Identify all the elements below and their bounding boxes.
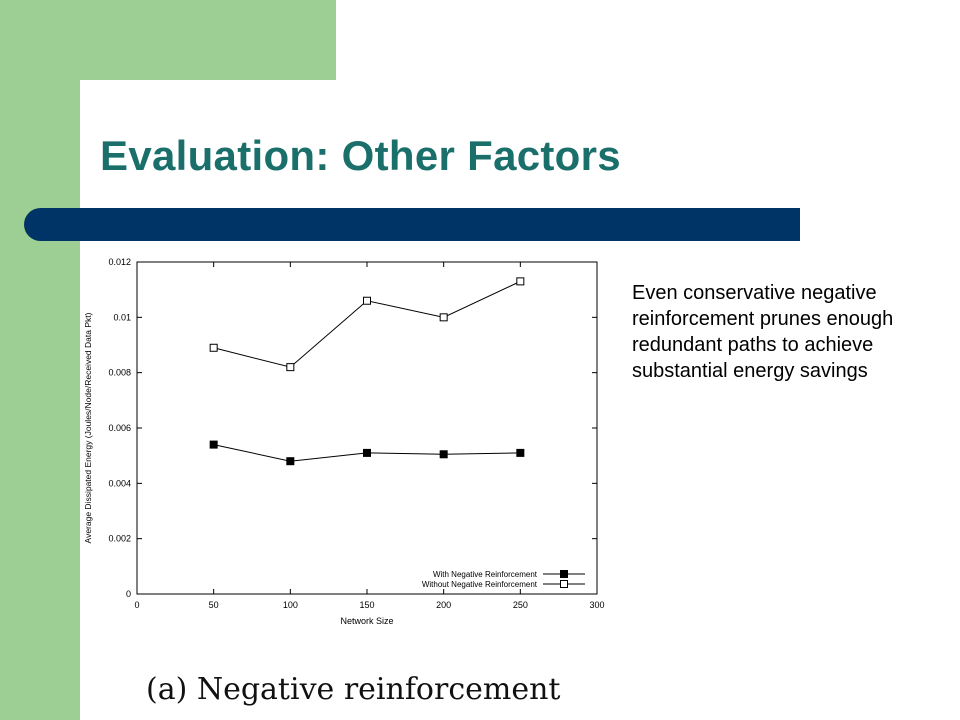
series-2-point xyxy=(439,313,448,322)
y-tick-label: 0.002 xyxy=(108,534,131,544)
figure-caption: (a) Negative reinforcement xyxy=(146,672,561,707)
content-panel xyxy=(80,80,960,720)
legend-marker xyxy=(560,580,568,588)
series-1-point xyxy=(286,457,295,466)
y-tick-label: 0.008 xyxy=(108,368,131,378)
x-tick-label: 250 xyxy=(513,600,528,610)
y-tick-label: 0.004 xyxy=(108,478,131,488)
x-tick-label: 50 xyxy=(209,600,219,610)
series-line-2 xyxy=(213,280,521,368)
x-tick-label: 0 xyxy=(134,600,139,610)
legend-label: With Negative Reinforcement xyxy=(433,570,538,579)
x-tick-label: 300 xyxy=(589,600,604,610)
series-2-point xyxy=(209,343,218,352)
title-underline-bar xyxy=(24,208,800,241)
series-2-point xyxy=(363,296,371,305)
green-sidebar-accent xyxy=(0,0,80,720)
x-tick-label: 150 xyxy=(359,600,374,610)
x-axis-label: Network Size xyxy=(340,616,393,626)
y-tick-label: 0.01 xyxy=(113,312,131,322)
slide-title: Evaluation: Other Factors xyxy=(100,132,621,179)
energy-line-chart: 0 50 100 150 200 250 300 0 0.002 0.004 0.006 0.008 0… xyxy=(83,257,605,626)
legend-marker xyxy=(560,570,568,578)
green-top-accent xyxy=(80,0,336,80)
series-2-point xyxy=(286,363,295,372)
series-1-point xyxy=(439,450,448,459)
series-2-point xyxy=(516,277,525,286)
slide-body-text: Even conservative negative reinforcement… xyxy=(632,282,894,382)
y-tick-label: 0 xyxy=(126,589,131,599)
legend-label: Without Negative Reinforcement xyxy=(422,580,538,589)
y-tick-label: 0.006 xyxy=(108,423,131,433)
series-1-point xyxy=(516,448,525,457)
x-tick-label: 100 xyxy=(283,600,298,610)
y-axis-label: Average Dissipated Energy (Joules/Node/R… xyxy=(83,312,93,543)
series-1-point xyxy=(363,448,371,457)
plot-frame xyxy=(136,261,598,595)
x-tick-label: 200 xyxy=(436,600,451,610)
y-tick-label: 0.012 xyxy=(108,257,131,267)
series-1-point xyxy=(209,440,218,449)
